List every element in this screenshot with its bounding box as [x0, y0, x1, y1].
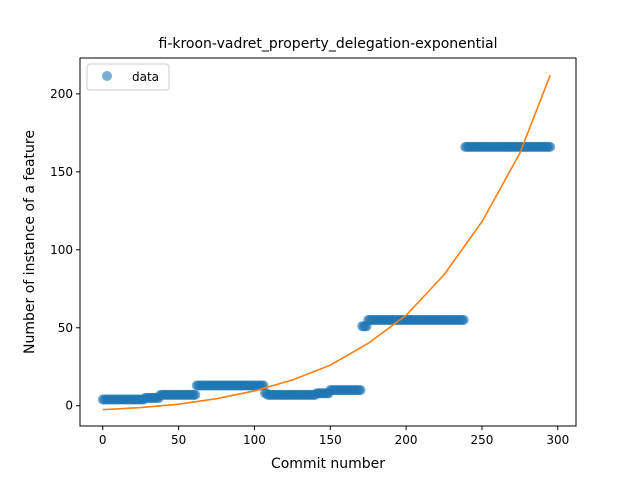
- legend-label: data: [132, 70, 159, 84]
- y-tick-label: 200: [50, 87, 73, 101]
- x-tick-label: 250: [471, 433, 494, 447]
- fit-line: [102, 74, 551, 411]
- y-axis-label: Number of instance of a feature: [22, 130, 38, 354]
- y-tick-label: 150: [50, 165, 73, 179]
- y-axis: 0 50 100 150 200: [50, 87, 80, 413]
- plot-area: [79, 57, 577, 427]
- data-point: [545, 141, 556, 152]
- x-tick-label: 50: [171, 433, 186, 447]
- data-point: [458, 314, 469, 325]
- legend: data: [86, 63, 170, 91]
- x-tick-label: 200: [395, 433, 418, 447]
- x-axis-label: Commit number: [271, 456, 385, 472]
- y-tick-label: 0: [65, 399, 73, 413]
- y-tick-label: 50: [58, 321, 73, 335]
- x-tick-label: 0: [99, 433, 107, 447]
- x-tick-label: 300: [546, 433, 569, 447]
- x-tick-label: 150: [319, 433, 342, 447]
- y-tick-label: 100: [50, 243, 73, 257]
- axes-frame: [79, 57, 577, 427]
- data-point: [190, 389, 201, 400]
- x-tick-label: 100: [243, 433, 266, 447]
- legend-marker: [102, 71, 112, 81]
- x-axis: 0 50 100 150 200 250 300: [99, 426, 569, 447]
- chart-title: fi-kroon-vadret_property_delegation-expo…: [159, 36, 498, 52]
- data-point: [355, 385, 366, 396]
- legend-box: [86, 63, 170, 91]
